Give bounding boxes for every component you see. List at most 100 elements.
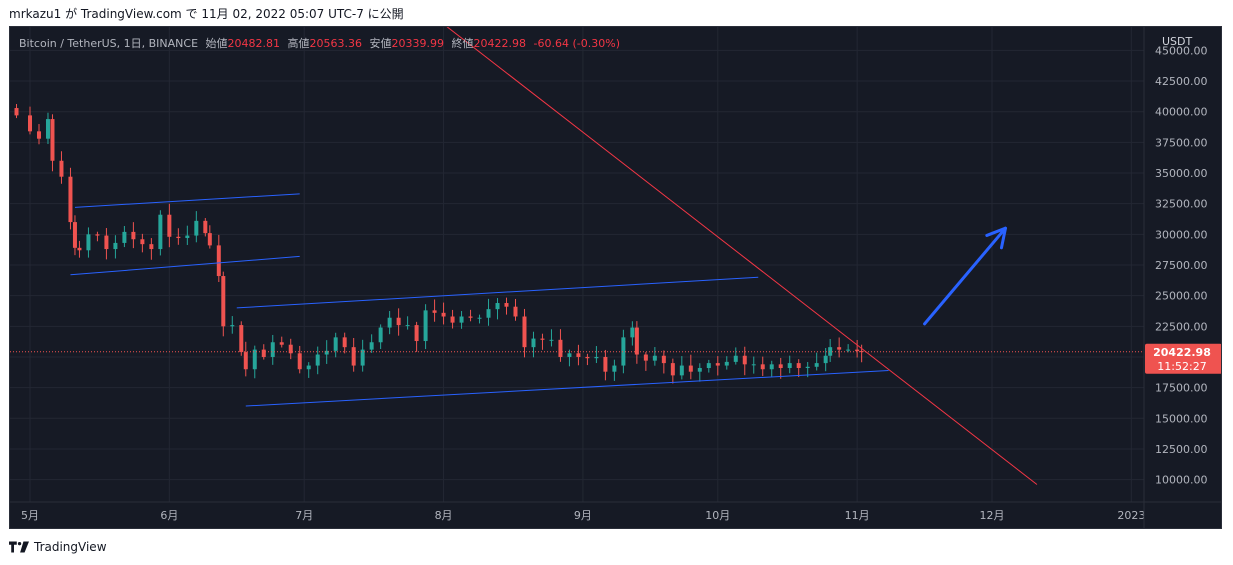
candle-body — [405, 325, 410, 327]
x-tick-label: 8月 — [435, 509, 453, 522]
candle-body — [828, 347, 833, 356]
y-tick-label: 40000.00 — [1155, 106, 1208, 119]
candle-body — [450, 316, 455, 323]
candle-body — [621, 337, 626, 366]
candle-body — [706, 363, 711, 369]
x-tick-label: 11月 — [845, 509, 870, 522]
close-label: 終値 — [451, 37, 474, 50]
chart-panel[interactable]: Bitcoin / TetherUS, 1日, BINANCE 始値20482.… — [9, 26, 1222, 529]
candle-body — [396, 317, 401, 326]
candle-body — [576, 353, 581, 357]
candle-body — [796, 363, 801, 369]
candle-body — [567, 353, 572, 357]
candle-body — [59, 160, 64, 177]
candle-body — [360, 349, 365, 366]
y-tick-label: 30000.00 — [1155, 228, 1208, 241]
y-tick-label: 22500.00 — [1155, 320, 1208, 333]
y-tick-label: 10000.00 — [1155, 474, 1208, 487]
candle-body — [855, 349, 860, 352]
candle-body — [77, 247, 82, 251]
footer-brand-text: TradingView — [34, 540, 107, 554]
bar-countdown: 11:52:27 — [1157, 360, 1206, 373]
candle-body — [216, 245, 221, 277]
candle-body — [221, 276, 226, 327]
y-tick-label: 27500.00 — [1155, 259, 1208, 272]
candle-body — [203, 220, 208, 234]
currency-label: USDT — [1162, 35, 1193, 48]
candle-body — [207, 233, 212, 246]
candle-body — [270, 342, 275, 357]
high-label: 高値 — [287, 37, 310, 50]
open-value: 20482.81 — [227, 37, 281, 50]
candle-body — [423, 310, 428, 342]
chart-legend: Bitcoin / TetherUS, 1日, BINANCE 始値20482.… — [19, 35, 620, 51]
candle-body — [522, 316, 527, 348]
candle-body — [387, 317, 392, 328]
candle-body — [36, 131, 41, 139]
candle-body — [688, 365, 693, 372]
candle-body — [86, 234, 91, 251]
candle-body — [167, 214, 172, 237]
candle-body — [315, 354, 320, 366]
candle-body — [846, 349, 851, 351]
candle-body — [288, 344, 293, 354]
candle-body — [261, 349, 266, 357]
y-tick-label: 45000.00 — [1155, 44, 1208, 57]
candle-body — [495, 303, 500, 310]
candle-body — [643, 354, 648, 361]
y-tick-label: 35000.00 — [1155, 167, 1208, 180]
candle-body — [823, 355, 828, 364]
price-chart[interactable]: 10000.0012500.0015000.0017500.0020000.00… — [10, 27, 1221, 528]
channel-1-top-line[interactable] — [74, 193, 300, 208]
candle-body — [14, 108, 19, 116]
downtrend-line[interactable] — [430, 27, 1038, 485]
footer-brand: TradingView — [9, 540, 107, 554]
candle-body — [158, 214, 163, 250]
channel-2-top-line[interactable] — [236, 276, 759, 309]
candle-body — [342, 337, 347, 348]
candle-body — [724, 361, 729, 366]
channel-2-bottom-line[interactable] — [245, 369, 889, 407]
candle-body — [113, 242, 118, 250]
projection-arrow-head[interactable] — [985, 226, 1007, 250]
last-price-value: 20422.98 — [1153, 346, 1211, 359]
candle-body — [778, 364, 783, 369]
candle-body — [45, 119, 50, 139]
candle-body — [558, 339, 563, 357]
candle-body — [468, 316, 473, 318]
candle-body — [837, 347, 842, 350]
candle-body — [104, 235, 109, 250]
candle-body — [176, 236, 181, 239]
candle-body — [679, 365, 684, 376]
y-tick-label: 37500.00 — [1155, 136, 1208, 149]
candle-body — [243, 352, 248, 370]
candle-body — [760, 364, 765, 370]
candle-body — [594, 356, 599, 359]
candle-body — [715, 363, 720, 366]
candle-body — [28, 115, 32, 132]
projection-arrow-shaft[interactable] — [923, 226, 1007, 326]
candle-body — [634, 327, 639, 355]
candle-body — [697, 368, 702, 372]
candle-body — [612, 365, 617, 372]
candle-body — [459, 316, 464, 323]
publish-info: mrkazu1 が TradingView.com で 11月 02, 2022… — [9, 7, 404, 21]
candle-body — [279, 342, 284, 345]
candle-body — [733, 355, 738, 362]
x-tick-label: 10月 — [705, 509, 730, 522]
candle-body — [540, 338, 545, 340]
candle-body — [378, 327, 383, 343]
channel-1-bottom-line[interactable] — [70, 255, 300, 276]
y-tick-label: 12500.00 — [1155, 443, 1208, 456]
y-tick-label: 15000.00 — [1155, 412, 1208, 425]
candle-body — [661, 355, 666, 364]
candle-body — [787, 363, 792, 369]
open-label: 始値 — [205, 37, 228, 50]
candle-body — [814, 363, 819, 367]
candle-body — [477, 317, 482, 319]
candle-body — [95, 234, 100, 236]
candle-body — [742, 355, 747, 365]
candle-body — [414, 325, 419, 342]
candle-body — [297, 353, 302, 370]
x-tick-label: 2023 — [1117, 509, 1145, 522]
